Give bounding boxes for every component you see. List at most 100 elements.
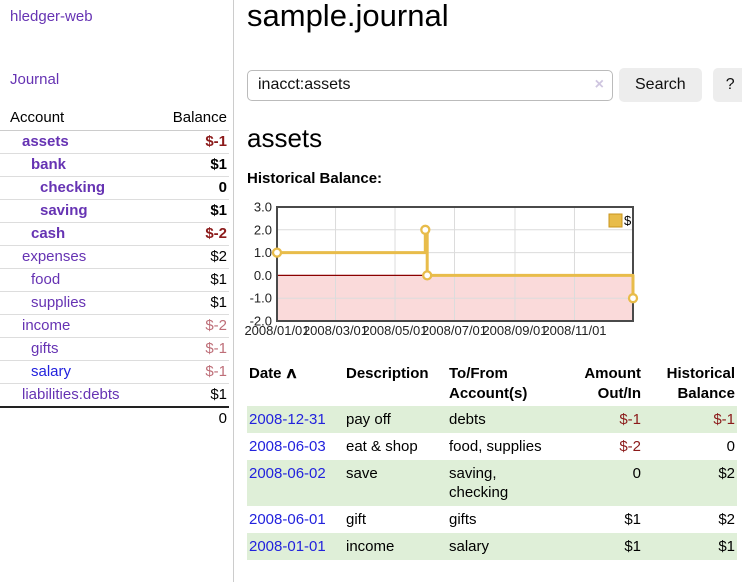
account-row: cash $-2 [0,222,229,246]
clear-search-icon[interactable]: × [594,75,604,93]
register-table: Date ∧ Description To/From Account(s) Amou… [247,362,737,560]
y-axis-tick-label: -1.0 [250,291,272,306]
transaction-description: eat & shop [346,438,418,455]
account-link[interactable]: checking [40,179,106,196]
transaction-description: gift [346,511,367,528]
account-link[interactable]: cash [31,225,66,242]
account-row: income $-2 [0,314,229,338]
transaction-accounts: gifts [449,511,477,528]
account-link[interactable]: food [31,271,61,288]
chart-title: Historical Balance: [247,170,383,187]
account-link[interactable]: expenses [22,248,87,265]
transaction-date-link[interactable]: 2008-06-03 [249,438,326,455]
transaction-row: 2008-06-01 gift gifts $1 $2 [247,506,737,533]
data-point-marker [627,293,639,304]
account-row: expenses $2 [0,245,229,269]
date-column-header[interactable]: Date ∧ [249,365,298,382]
account-link[interactable]: bank [31,156,67,173]
x-axis-tick-label: 2008/03/01 [303,323,368,338]
search-form: × Search ? [247,68,742,102]
account-balance: $-1 [155,360,229,384]
account-link[interactable]: gifts [31,340,59,357]
account-balance: $1 [155,153,229,177]
sidebar: hledger-web Journal Account Balance asse… [0,0,234,582]
transaction-description: income [346,533,449,560]
main-content: sample.journal × Search ? assets Histori… [240,0,742,582]
total-balance: 0 [155,406,229,430]
amount-column-header: Amount Out/In [584,365,641,402]
historical-balance-column-header: Historical Balance [666,365,735,402]
legend-label: $ [624,213,632,228]
page-title: sample.journal [247,0,449,33]
account-column-header: Account [0,106,156,131]
transaction-accounts: debts [449,406,557,433]
nav-journal-link[interactable]: Journal [10,71,60,88]
transaction-balance: $-1 [643,406,737,433]
description-column-header: Description [346,365,429,382]
account-balance: $1 [155,291,229,315]
x-axis-tick-label: 2008/09/01 [482,323,547,338]
y-axis-tick-label: -2.0 [250,314,272,329]
account-link[interactable]: liabilities:debts [22,386,120,403]
account-balance: $1 [155,268,229,292]
x-axis-tick-label: 2008/07/01 [422,323,487,338]
transaction-row: 2008-01-01 income salary $1 $1 [247,533,737,560]
balance-column-header: Balance [155,106,229,131]
account-row: assets $-1 [0,131,229,154]
account-balance-table: Account Balance assets $-1 bank $1 checking 0… [0,106,229,430]
legend-swatch [608,213,623,228]
account-row: bank $1 [0,153,229,177]
search-box: × [247,69,613,101]
y-axis-tick-label: 2.0 [254,222,272,237]
x-axis-tick-label: 2008/11/01 [542,323,606,338]
brand-link[interactable]: hledger-web [10,8,93,25]
data-point-marker [271,247,283,258]
account-row: gifts $-1 [0,337,229,361]
transaction-accounts: salary [449,533,557,560]
transaction-amount: 0 [557,460,643,506]
account-link[interactable]: supplies [31,294,87,311]
transaction-row: 2008-06-03 eat & shop food, supplies $-2 0 [247,433,737,460]
sort-ascending-icon: ∧ [284,365,298,382]
account-link[interactable]: assets [22,133,69,150]
search-button[interactable]: Search [619,68,702,102]
account-link[interactable]: saving [40,202,88,219]
transaction-row: 2008-06-02 save saving, checking 0 $2 [247,460,737,506]
account-row: food $1 [0,268,229,292]
transaction-description: pay off [346,406,449,433]
transaction-date-link[interactable]: 2008-06-01 [249,511,326,528]
transaction-amount: $1 [624,511,641,528]
account-row: liabilities:debts $1 [0,383,229,407]
account-balance: $-2 [155,222,229,246]
account-row: salary $-1 [0,360,229,384]
transaction-balance: $2 [718,511,735,528]
transaction-date-link[interactable]: 2008-12-31 [249,411,326,428]
account-balance: $-1 [205,133,227,150]
account-balance: $1 [155,383,229,407]
transaction-amount: $-1 [557,406,643,433]
tofrom-column-header: To/From Account(s) [449,365,528,402]
transaction-balance: $1 [643,533,737,560]
y-axis-tick-label: 1.0 [254,245,272,260]
data-point-marker [420,224,431,235]
account-title: assets [247,123,323,153]
account-link[interactable]: salary [31,363,72,380]
account-balance: $-2 [155,314,229,338]
transaction-date-link[interactable]: 2008-01-01 [249,538,326,555]
search-input[interactable] [247,69,613,101]
account-link[interactable]: income [22,317,71,334]
x-axis-tick-label: 2008/05/01 [362,323,427,338]
data-point-marker [422,270,433,281]
transaction-balance: $2 [643,460,737,506]
account-table-header-row: Account Balance [0,106,229,131]
transaction-description: save [346,460,449,506]
y-axis-tick-label: 3.0 [254,200,272,215]
account-balance: 0 [155,176,229,200]
register-header-row: Date ∧ Description To/From Account(s) Amou… [247,362,737,406]
transaction-date-link[interactable]: 2008-06-02 [249,465,326,482]
transaction-amount: $1 [557,533,643,560]
total-row: 0 [0,406,229,430]
help-button[interactable]: ? [712,68,742,102]
transaction-row: 2008-12-31 pay off debts $-1 $-1 [247,406,737,433]
